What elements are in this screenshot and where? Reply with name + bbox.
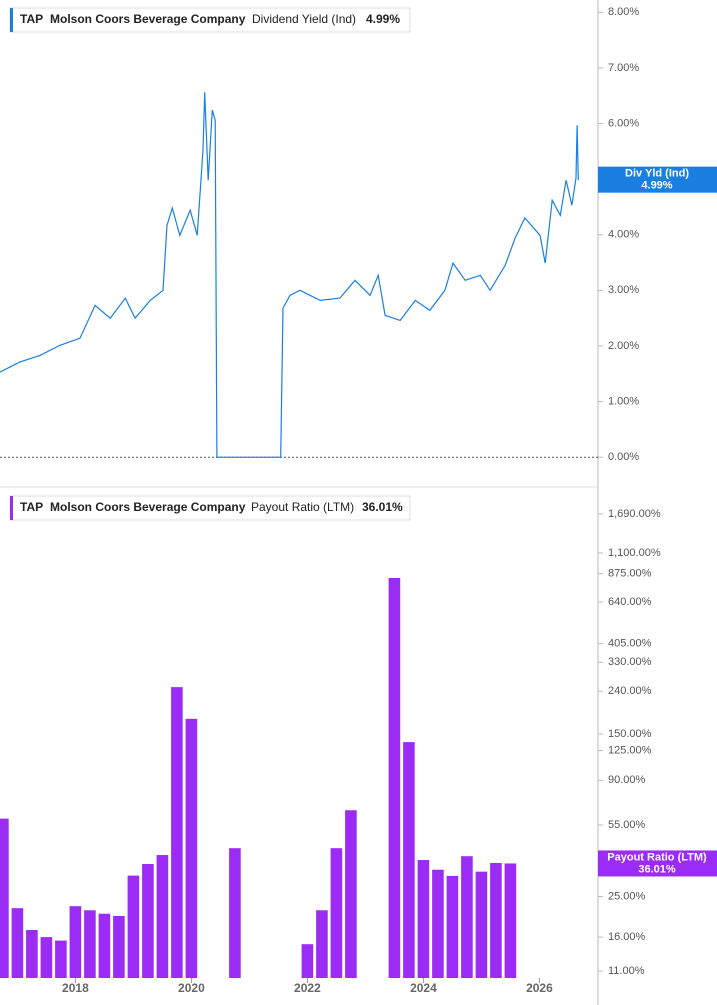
bar	[504, 863, 517, 978]
legend-value: 36.01%	[362, 500, 403, 514]
legend-company: Molson Coors Beverage Company	[50, 500, 246, 514]
y-tick-label: 150.00%	[608, 728, 652, 740]
legend-swatch	[10, 496, 13, 520]
bar	[11, 908, 24, 978]
bar	[446, 875, 459, 978]
bar	[229, 848, 241, 978]
bar	[26, 930, 38, 978]
y-tick-label: 3.00%	[608, 284, 639, 296]
x-tick-label: 2024	[410, 981, 437, 995]
legend-swatch	[10, 8, 13, 32]
y-tick-label: 11.00%	[608, 965, 645, 977]
y-tick-label: 240.00%	[608, 685, 652, 697]
bar	[98, 913, 111, 978]
bar	[330, 848, 343, 978]
y-tick-label: 0.00%	[608, 451, 639, 463]
bar	[156, 855, 169, 978]
y-tick-label: 90.00%	[608, 774, 646, 786]
badge-name: Div Yld (Ind)	[625, 168, 689, 180]
y-tick-label: 2.00%	[608, 340, 639, 352]
bar	[301, 944, 314, 978]
y-tick-label: 875.00%	[608, 568, 652, 580]
legend-company: Molson Coors Beverage Company	[50, 12, 246, 26]
x-tick-label: 2022	[294, 981, 321, 995]
bar	[171, 687, 183, 978]
y-tick-label: 1,690.00%	[608, 508, 661, 520]
y-tick-label: 8.00%	[608, 6, 639, 18]
y-tick-label: 16.00%	[608, 931, 646, 943]
legend-series: Dividend Yield (Ind)	[252, 12, 356, 26]
bar	[113, 915, 125, 978]
value-badge	[598, 166, 717, 193]
bar	[84, 910, 96, 978]
y-tick-label: 330.00%	[608, 656, 652, 668]
bar	[432, 869, 444, 978]
bar	[475, 871, 488, 978]
y-tick-label: 125.00%	[608, 744, 652, 756]
bar	[461, 856, 473, 978]
y-tick-label: 405.00%	[608, 638, 652, 650]
y-tick-label: 640.00%	[608, 596, 652, 608]
bar	[127, 875, 140, 978]
badge-value: 4.99%	[641, 180, 672, 192]
legend-ticker: TAP	[20, 12, 43, 26]
bar	[490, 862, 502, 978]
legend-value: 4.99%	[366, 12, 400, 26]
badge-value: 36.01%	[638, 863, 676, 875]
line	[0, 92, 579, 458]
y-tick-label: 7.00%	[608, 62, 639, 74]
y-tick-label: 55.00%	[608, 819, 646, 831]
x-tick-label: 2026	[526, 981, 553, 995]
bar	[345, 810, 357, 978]
bar	[0, 818, 9, 978]
legend-box	[9, 7, 411, 33]
y-tick-label: 6.00%	[608, 117, 639, 129]
value-badge	[598, 850, 717, 877]
y-tick-label: 25.00%	[608, 890, 646, 902]
bar	[69, 906, 82, 978]
bar	[142, 863, 154, 978]
bar	[55, 940, 67, 978]
y-tick-label: 1,100.00%	[608, 547, 661, 559]
bar	[40, 937, 53, 978]
bar	[185, 718, 198, 978]
bar	[388, 577, 401, 978]
y-tick-label: 1.00%	[608, 395, 639, 407]
legend-ticker: TAP	[20, 500, 43, 514]
x-tick-label: 2020	[178, 981, 205, 995]
x-tick-label: 2018	[62, 981, 89, 995]
bar	[403, 742, 415, 978]
bar	[316, 910, 328, 978]
legend-series: Payout Ratio (LTM)	[251, 500, 354, 514]
y-tick-label: 4.00%	[608, 229, 639, 241]
bar	[417, 860, 430, 978]
legend-box	[9, 495, 411, 521]
badge-name: Payout Ratio (LTM)	[607, 851, 707, 863]
